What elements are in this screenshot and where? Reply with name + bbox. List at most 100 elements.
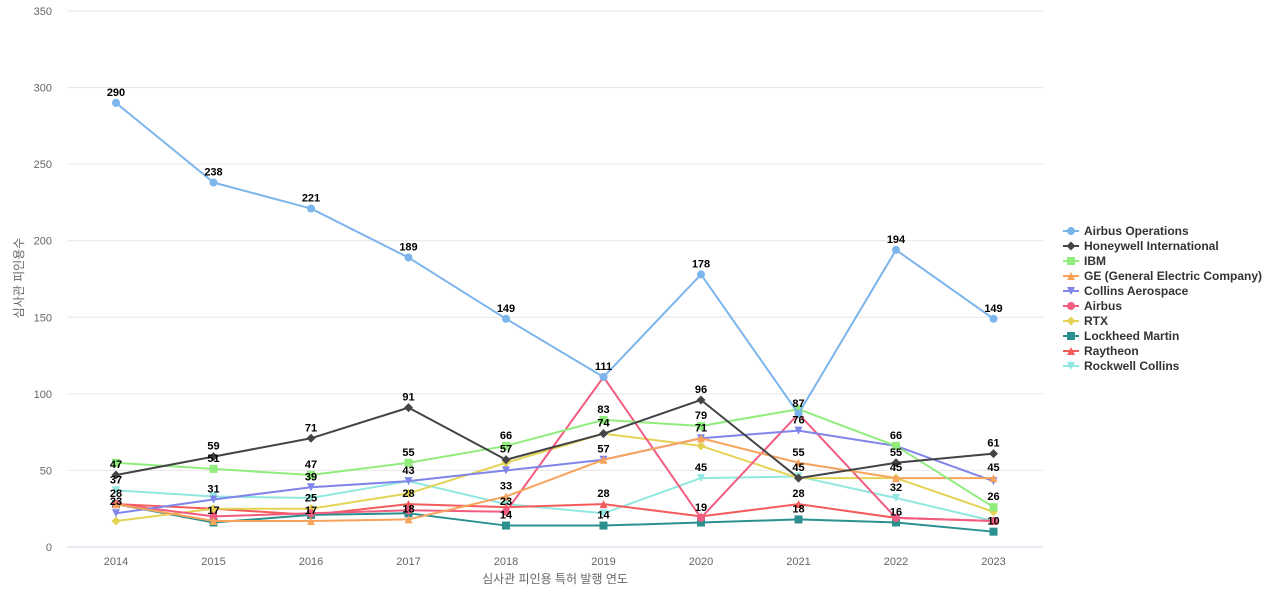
data-point[interactable]: [404, 477, 413, 486]
data-point[interactable]: [502, 441, 510, 450]
data-point[interactable]: [794, 409, 803, 418]
data-point[interactable]: [794, 473, 803, 483]
series-line[interactable]: [115, 475, 995, 522]
data-point[interactable]: [502, 314, 510, 323]
data-point[interactable]: [307, 471, 315, 480]
data-point[interactable]: [502, 507, 510, 516]
data-point[interactable]: [209, 452, 218, 462]
data-point[interactable]: [501, 455, 511, 465]
legend-item[interactable]: Airbus Operations: [1063, 224, 1189, 238]
data-point[interactable]: [111, 470, 121, 480]
data-point[interactable]: [209, 464, 218, 473]
data-point[interactable]: [599, 500, 608, 509]
data-point[interactable]: [404, 506, 413, 515]
data-point[interactable]: [404, 500, 413, 509]
legend-marker: [1067, 227, 1075, 235]
data-point[interactable]: [599, 509, 608, 518]
data-point[interactable]: [599, 373, 608, 382]
data-point[interactable]: [404, 253, 413, 262]
data-point[interactable]: [989, 449, 998, 459]
data-point[interactable]: [697, 474, 705, 483]
data-point[interactable]: [697, 270, 705, 279]
data-point[interactable]: [112, 458, 120, 467]
data-point[interactable]: [697, 513, 705, 522]
legend-item[interactable]: IBM: [1063, 254, 1106, 268]
data-point[interactable]: [794, 426, 803, 435]
data-point[interactable]: [307, 509, 315, 518]
data-point[interactable]: [697, 434, 705, 443]
data-point[interactable]: [599, 415, 608, 424]
data-point[interactable]: [989, 516, 998, 525]
data-point[interactable]: [892, 441, 900, 450]
y-tick-label: 100: [34, 389, 52, 401]
data-point[interactable]: [696, 441, 706, 451]
data-point[interactable]: [404, 515, 413, 524]
data-point[interactable]: [794, 458, 803, 467]
series-line[interactable]: [115, 376, 995, 522]
data-point[interactable]: [891, 458, 901, 468]
data-point[interactable]: [892, 245, 900, 254]
data-labels: 2902382211891491111788719414947372823595…: [107, 87, 1003, 528]
data-point[interactable]: [209, 512, 218, 521]
legend-item[interactable]: GE (General Electric Company): [1063, 269, 1262, 283]
legend-item[interactable]: Raytheon: [1063, 344, 1139, 358]
data-point[interactable]: [111, 516, 121, 526]
data-label: 23: [110, 496, 122, 508]
data-label: 71: [695, 422, 707, 434]
data-label: 45: [695, 462, 707, 474]
data-point[interactable]: [306, 433, 316, 443]
x-tick-label: 2018: [494, 556, 518, 568]
data-point[interactable]: [989, 503, 998, 512]
data-point[interactable]: [794, 515, 803, 524]
legend-item[interactable]: RTX: [1063, 314, 1108, 328]
data-point[interactable]: [209, 495, 218, 504]
data-point[interactable]: [209, 504, 218, 514]
series-line[interactable]: [115, 432, 995, 522]
data-point[interactable]: [599, 521, 608, 530]
data-point[interactable]: [112, 486, 120, 495]
data-point[interactable]: [307, 516, 315, 525]
data-point[interactable]: [599, 455, 608, 464]
data-point[interactable]: [209, 178, 218, 187]
legend-item[interactable]: Collins Aerospace: [1063, 284, 1189, 298]
legend-label: Collins Aerospace: [1084, 284, 1189, 298]
series-line[interactable]: [115, 503, 995, 522]
data-point[interactable]: [112, 509, 120, 518]
data-point[interactable]: [696, 395, 706, 405]
data-point[interactable]: [307, 483, 315, 492]
data-point[interactable]: [794, 500, 803, 509]
data-point[interactable]: [989, 527, 998, 536]
data-point[interactable]: [892, 518, 900, 527]
data-point[interactable]: [599, 429, 608, 439]
data-point[interactable]: [307, 493, 315, 502]
data-point[interactable]: [697, 422, 705, 431]
legend-item[interactable]: Honeywell International: [1063, 239, 1219, 253]
series-line[interactable]: [115, 101, 995, 415]
data-point[interactable]: [502, 466, 510, 475]
data-point[interactable]: [989, 314, 998, 323]
data-point[interactable]: [404, 458, 413, 467]
data-point[interactable]: [892, 474, 900, 483]
data-point[interactable]: [502, 521, 510, 530]
series-line[interactable]: [115, 429, 995, 515]
series-line[interactable]: [115, 398, 995, 480]
series-line[interactable]: [115, 408, 995, 509]
legend-item[interactable]: Lockheed Martin: [1063, 329, 1179, 343]
data-point[interactable]: [307, 204, 315, 213]
data-point[interactable]: [892, 493, 900, 502]
data-point[interactable]: [697, 518, 705, 527]
data-point[interactable]: [404, 488, 413, 498]
legend-item[interactable]: Airbus: [1063, 299, 1122, 313]
data-point[interactable]: [989, 474, 998, 483]
data-point[interactable]: [502, 492, 510, 501]
data-point[interactable]: [112, 98, 120, 107]
data-point[interactable]: [209, 516, 218, 525]
data-label: 61: [987, 438, 999, 450]
legend-item[interactable]: Rockwell Collins: [1063, 359, 1180, 373]
data-point[interactable]: [112, 500, 120, 509]
data-point[interactable]: [794, 405, 803, 414]
data-point[interactable]: [404, 403, 413, 413]
data-point[interactable]: [892, 513, 900, 522]
series-line[interactable]: [115, 503, 995, 533]
